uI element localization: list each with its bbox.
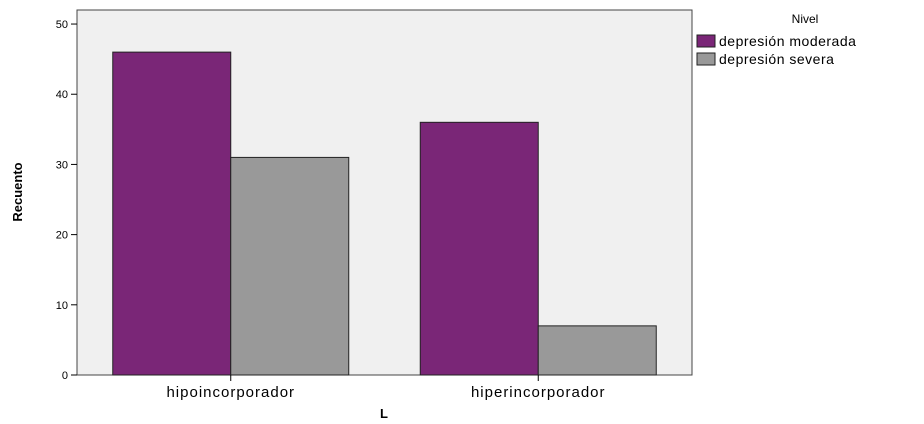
legend-swatch — [696, 52, 716, 66]
bar-severa-0 — [230, 156, 350, 376]
y-tick-label: 0 — [62, 370, 68, 382]
x-category-label: hipoincorporador — [166, 384, 295, 401]
y-tick-label: 50 — [56, 19, 68, 31]
x-axis-title: L — [380, 406, 388, 421]
y-tick-label: 10 — [56, 300, 68, 312]
legend: Nivel depresión moderada depresión severa — [696, 12, 856, 67]
x-axis: hipoincorporador hiperincorporador — [166, 375, 605, 401]
x-category-label: hiperincorporador — [471, 384, 606, 401]
y-tick-label: 30 — [56, 159, 68, 171]
bar-moderada-1 — [419, 121, 539, 376]
bar-moderada-0 — [112, 51, 232, 376]
bar-severa-1 — [537, 325, 657, 376]
y-tick-label: 20 — [56, 230, 68, 242]
bars — [112, 51, 657, 376]
legend-label: depresión moderada — [719, 33, 856, 49]
legend-swatch — [696, 34, 716, 48]
legend-title: Nivel — [792, 12, 819, 26]
y-tick-label: 40 — [56, 89, 68, 101]
legend-label: depresión severa — [719, 51, 834, 67]
y-axis: 0 10 20 30 40 50 — [56, 19, 77, 382]
y-axis-title: Recuento — [10, 162, 25, 221]
